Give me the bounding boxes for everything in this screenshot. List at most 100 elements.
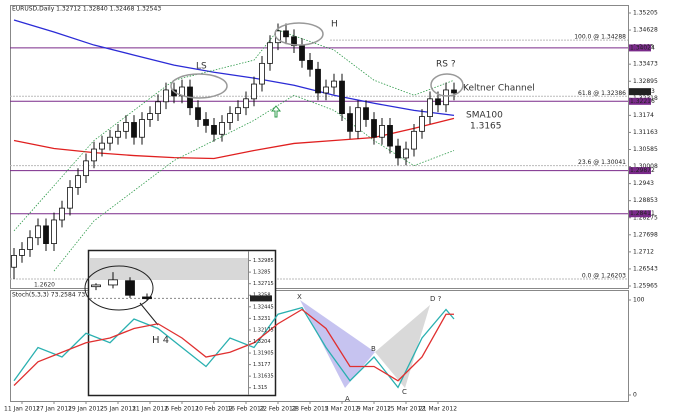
x-tick-label: 19 Jan 2012 [68, 406, 104, 413]
candle-body [211, 125, 217, 135]
annotation: 1.3165 [470, 122, 502, 132]
candle-body [59, 207, 65, 221]
y-tick-label: 1.25965 [633, 283, 658, 290]
y-tick-label: 1.31163 [633, 129, 658, 136]
chart-title: EURUSD,Daily 1.32712 1.32840 1.32468 1.3… [12, 6, 161, 13]
annotation: H [331, 20, 338, 30]
ls-ellipse [170, 73, 228, 99]
x-tick-label: 5 Mar 2012 [325, 406, 359, 413]
candle-body [107, 136, 113, 144]
candle-body [75, 175, 81, 188]
stoch-y-tick-label: 0 [633, 392, 637, 399]
stoch-y-tick-label: 100 [633, 297, 645, 304]
x-tick-label: 10 Feb 2012 [195, 406, 233, 413]
candle-body [123, 122, 129, 132]
candle-body [443, 89, 449, 106]
pattern-label: C [402, 388, 407, 396]
candle-body [43, 225, 49, 245]
candle-body [243, 98, 249, 109]
candle-body [315, 68, 321, 94]
y-tick-label: 1.27698 [633, 231, 658, 238]
candle-body [147, 113, 153, 120]
series-line [53, 94, 455, 272]
candle-body [435, 98, 441, 106]
candle-body [131, 122, 137, 138]
candle-body [155, 101, 161, 115]
candle-body [115, 130, 121, 138]
y-tick-label: 1.26543 [633, 265, 658, 272]
x-tick-label: 17 Jan 2012 [36, 406, 72, 413]
candle-body [355, 107, 361, 132]
inset-y-tick-label: 1.32175 [253, 327, 274, 333]
main-panel: 1.352051.346281.34051.334731.328951.3231… [10, 10, 658, 290]
y-tick-label: 1.28275 [633, 214, 658, 221]
y-tick-label: 1.35205 [633, 10, 658, 17]
candle-body [267, 42, 273, 64]
stoch-frame [10, 290, 629, 402]
candle-body [35, 225, 41, 239]
candle-body [203, 119, 209, 126]
inset-y-tick-label: 1.32445 [253, 304, 274, 310]
candle-body [125, 280, 135, 296]
annotation: Keltner Channel [463, 84, 535, 94]
x-tick-label: 25 Jan 2012 [100, 406, 136, 413]
level-box [629, 210, 651, 218]
inset-last-label: 1.32543 [251, 296, 272, 302]
rs-ellipse [430, 73, 464, 97]
annotation: 1.2620 [34, 282, 55, 289]
y-tick-label: 1.2943 [633, 180, 654, 187]
candle-body [99, 142, 105, 150]
candle-body [299, 45, 305, 61]
candle-body [11, 255, 17, 268]
x-tick-label: 28 Feb 2012 [291, 406, 329, 413]
level-label: 1.32216 [630, 98, 655, 105]
annotation: RS ? [436, 60, 456, 70]
series-line [13, 306, 455, 389]
level-label: 1.34024 [630, 44, 655, 51]
candle-body [142, 296, 152, 300]
candle-body [403, 148, 409, 159]
inset-y-tick-label: 1.3204 [253, 339, 271, 345]
supply-zone [90, 258, 248, 280]
candle-body [91, 148, 97, 162]
x-tick-label: 16 Feb 2012 [227, 406, 265, 413]
level-box [629, 97, 651, 105]
candle-body [163, 89, 169, 103]
candle-body [395, 145, 401, 159]
candle-body [331, 80, 337, 88]
inset-title: H 4 [152, 335, 169, 346]
level-label: 1.29872 [630, 167, 655, 174]
inset-y-tick-label: 1.32985 [253, 258, 274, 264]
candle-body [291, 36, 297, 47]
level-label: 1.28411 [630, 210, 655, 217]
fib-label: 23.6 @ 1.30041 [578, 159, 626, 166]
candle-body [108, 279, 118, 286]
candle-body [251, 83, 257, 100]
series-line [13, 308, 454, 386]
x-tick-label: 9 Mar 2012 [357, 406, 391, 413]
candle-body [91, 284, 101, 288]
main-frame [10, 5, 629, 289]
candle-body [27, 237, 33, 250]
candle-body [19, 249, 25, 256]
inset-y-tick-label: 1.31635 [253, 374, 274, 380]
candle-body [259, 62, 265, 85]
candle-body [235, 107, 241, 115]
fib-label: 0.0 @ 1.26203 [582, 272, 626, 279]
pattern-label: X [297, 293, 302, 301]
pattern-label: A [345, 395, 350, 403]
y-tick-label: 1.30585 [633, 146, 658, 153]
candle-body [307, 60, 313, 70]
pattern-label: D ? [430, 295, 442, 303]
bcd-triangle [375, 305, 430, 388]
inset-pointer [139, 302, 159, 326]
inset-last-box [250, 295, 272, 302]
last-box [629, 88, 651, 96]
candle-body [371, 119, 377, 138]
y-tick-label: 1.3174 [633, 112, 654, 119]
inset-y-tick-label: 1.3177 [253, 362, 271, 368]
x-tick-label: 21 Mar 2012 [419, 406, 457, 413]
inset-y-tick-label: 1.3285 [253, 270, 271, 276]
y-tick-label: 1.2712 [633, 248, 654, 255]
